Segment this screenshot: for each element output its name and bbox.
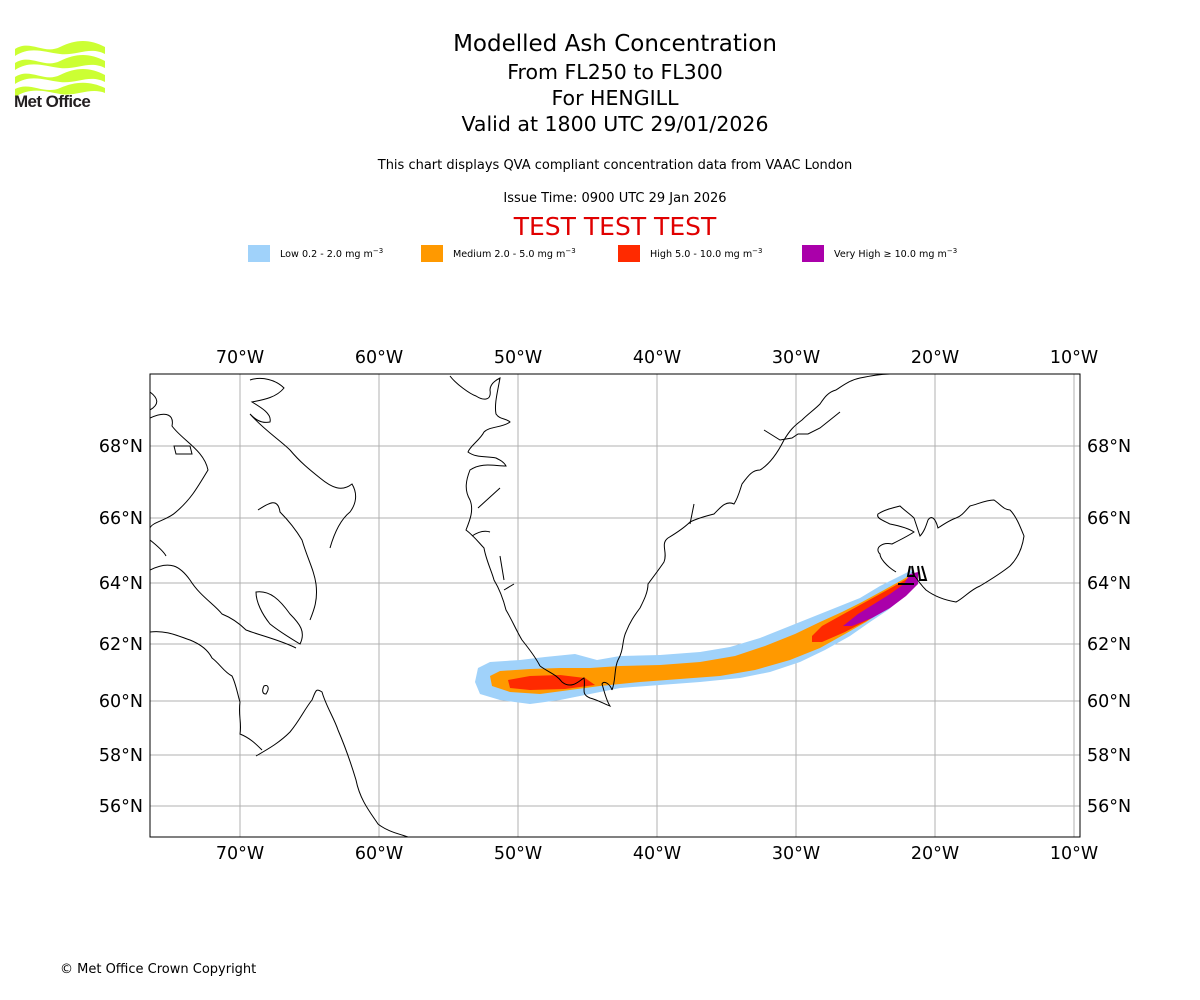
coastline-greenland-east-fjord [689,411,841,525]
legend-label-medium: Medium 2.0 - 5.0 mg m [453,249,566,260]
right-lat-label: 58°N [1087,746,1131,766]
volcano-name: For HENGILL [551,86,679,110]
valid-time: Valid at 1800 UTC 29/01/2026 [461,112,769,136]
coastline-greenland-south [539,665,613,707]
ash-high-region-east [812,576,914,642]
left-lat-label: 58°N [99,746,143,766]
legend-label-very-high: Very High ≥ 10.0 mg m [834,249,947,260]
legend-label-low: Low 0.2 - 2.0 mg m [280,249,373,260]
bottom-lon-label: 50°W [494,844,542,864]
ash-very-high-region [843,572,918,626]
right-lat-label: 56°N [1087,797,1131,817]
left-lat-label: 60°N [99,692,143,712]
right-lat-label: 64°N [1087,574,1131,594]
legend-swatch-medium [421,245,443,262]
top-lon-label: 20°W [911,348,959,368]
coastline-baffin-lake [173,445,193,455]
coastline-island [262,685,269,695]
legend-label-high: High 5.0 - 10.0 mg m [650,249,753,260]
right-lat-label: 68°N [1087,437,1131,457]
coastline-greenland-west [449,375,541,667]
top-lon-label: 60°W [355,348,403,368]
coastline-iceland [877,499,1025,603]
met-office-logo-text: Met Office [14,92,91,111]
bottom-lon-label: 30°W [772,844,820,864]
coastline-hudson-strait [150,631,263,751]
volcano-marker [898,565,928,585]
coastline-hall-peninsula [257,502,317,621]
coastline-meta-incognita [255,591,303,645]
bottom-lon-label: 20°W [911,844,959,864]
test-banner: TEST TEST TEST [513,212,717,241]
bottom-lon-label: 60°W [355,844,403,864]
flight-levels: From FL250 to FL300 [507,60,723,84]
left-lat-label: 66°N [99,509,143,529]
coastline-greenland-fjord [471,487,515,591]
bottom-lon-label: 70°W [216,844,264,864]
top-lon-label: 50°W [494,348,542,368]
coastline-cumberland [249,377,357,549]
right-lat-label: 62°N [1087,635,1131,655]
issue-time: Issue Time: 0900 UTC 29 Jan 2026 [503,191,727,206]
gridlines [150,374,1080,837]
ash-plume [475,570,918,704]
copyright: © Met Office Crown Copyright [60,962,257,977]
top-lon-label: 30°W [772,348,820,368]
coastline-greenland-east [611,374,893,691]
map-frame [149,373,1081,838]
chart-title: Modelled Ash Concentration [453,31,777,57]
coastlines [150,374,1025,837]
top-lon-label: 70°W [216,348,264,368]
bottom-lon-label: 40°W [633,844,681,864]
top-lon-label: 40°W [633,348,681,368]
chart-description: This chart displays QVA compliant concen… [377,158,853,173]
coastline-labrador [255,689,409,837]
left-lat-label: 56°N [99,797,143,817]
met-office-logo [15,41,105,97]
ash-high-region [508,675,595,690]
bottom-lon-label: 10°W [1050,844,1098,864]
legend-swatch-high [618,245,640,262]
left-lat-label: 68°N [99,437,143,457]
axis-labels: 70°W 70°W 60°W 60°W 50°W 50°W 40°W 40°W 30°W 30°W… [99,348,1131,864]
legend-swatch-very-high [802,245,824,262]
coastline-baffin-south [150,539,297,649]
right-lat-label: 66°N [1087,509,1131,529]
coastline-baffin [150,391,209,529]
left-lat-label: 64°N [99,574,143,594]
legend-swatch-low [248,245,270,262]
right-lat-label: 60°N [1087,692,1131,712]
left-lat-label: 62°N [99,635,143,655]
top-lon-label: 10°W [1050,348,1098,368]
